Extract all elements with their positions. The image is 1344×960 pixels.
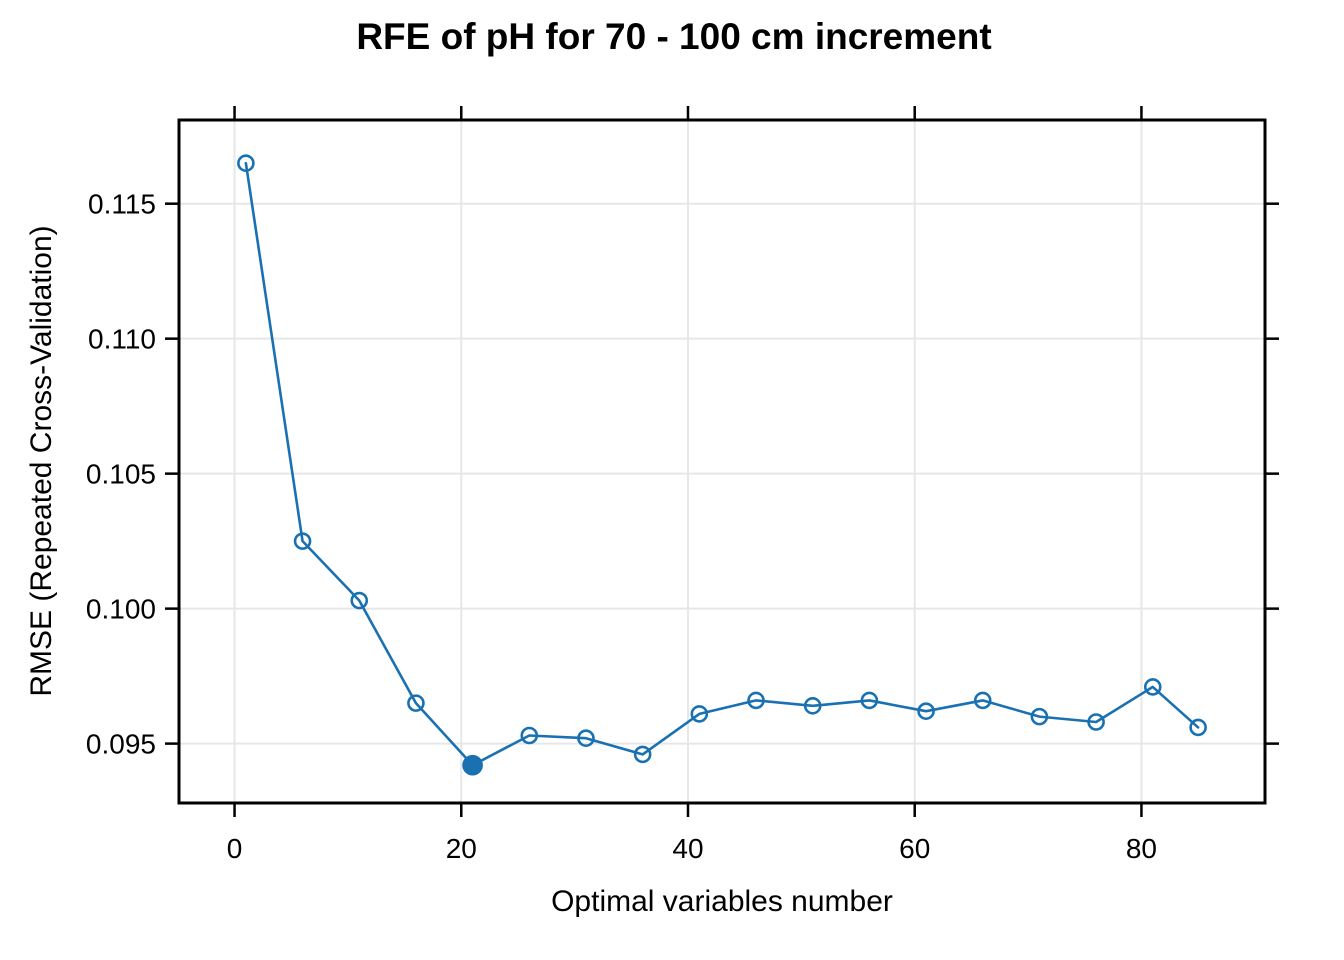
rmse-series-line [244, 161, 1200, 767]
data-point-marker [407, 694, 425, 712]
series-layer [237, 154, 1207, 776]
data-point-marker [520, 726, 539, 745]
data-point-marker [747, 691, 765, 710]
x-axis-tick-label: 80 [1126, 833, 1157, 864]
y-axis-tick-label: 0.115 [88, 189, 156, 220]
data-point-marker [350, 591, 369, 610]
y-axis-tick-label: 0.105 [86, 459, 156, 490]
x-axis-label: Optimal variables number [551, 885, 893, 918]
tick-label-layer: 0 20 40 60 80 0.095 0.100 0.105 0.110 0.115 [86, 189, 1157, 864]
data-point-marker [293, 532, 312, 550]
chart-title: RFE of pH for 70 - 100 cm increment [356, 16, 991, 57]
x-axis-tick-label: 40 [672, 833, 703, 864]
plot-border-box [177, 118, 1267, 805]
data-point-marker [1030, 707, 1049, 726]
x-axis-tick-label: 20 [446, 833, 477, 864]
data-point-marker [237, 154, 255, 172]
gridline-layer [179, 120, 1265, 803]
data-point-marker [1087, 713, 1105, 731]
data-point-marker [577, 729, 595, 748]
data-point-marker [917, 702, 935, 721]
y-axis-tick-label: 0.100 [86, 594, 156, 625]
data-point-marker [860, 691, 879, 710]
x-axis-tick-label: 60 [899, 833, 930, 864]
data-point-marker [633, 745, 652, 764]
data-point-marker [803, 697, 822, 715]
y-axis-label: RMSE (Repeated Cross-Validation) [25, 225, 58, 696]
optimal-point-marker [462, 754, 483, 776]
x-axis-tick-label: 0 [227, 833, 243, 864]
y-axis-tick-label: 0.095 [86, 729, 156, 760]
data-point-marker [690, 705, 709, 723]
data-point-marker [1143, 678, 1162, 696]
data-point-marker [1189, 718, 1207, 737]
data-point-marker [973, 691, 992, 710]
y-axis-tick-label: 0.110 [88, 324, 156, 355]
tick-mark-layer [165, 106, 1279, 817]
